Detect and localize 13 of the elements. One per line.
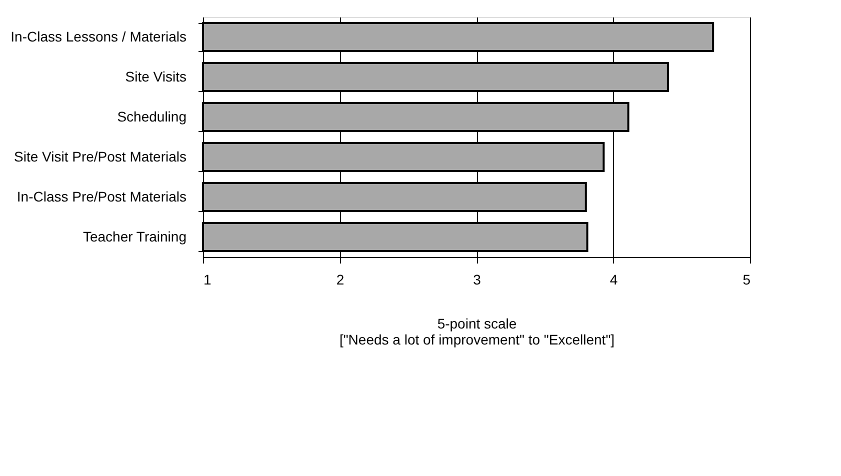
y-tick-label: Teacher Training — [82, 228, 186, 244]
x-tick-label: 2 — [336, 272, 344, 288]
x-tick-label: 4 — [610, 272, 618, 288]
y-tick-label: Scheduling — [117, 108, 186, 124]
x-tick-label: 5 — [742, 272, 751, 288]
x-tick-label: 1 — [204, 272, 212, 288]
x-axis-title: 5-point scale — [437, 316, 517, 332]
y-tick-label: Site Visit Pre/Post Materials — [14, 148, 186, 164]
y-tick-label: In-Class Lessons / Materials — [10, 28, 186, 44]
y-tick-label: In-Class Pre/Post Materials — [16, 188, 186, 204]
text: ["Needs a lot of improvement" to "Excellent"] — [339, 332, 615, 348]
x-tick-label: 3 — [473, 272, 482, 288]
y-tick-label: Site Visits — [125, 68, 186, 84]
